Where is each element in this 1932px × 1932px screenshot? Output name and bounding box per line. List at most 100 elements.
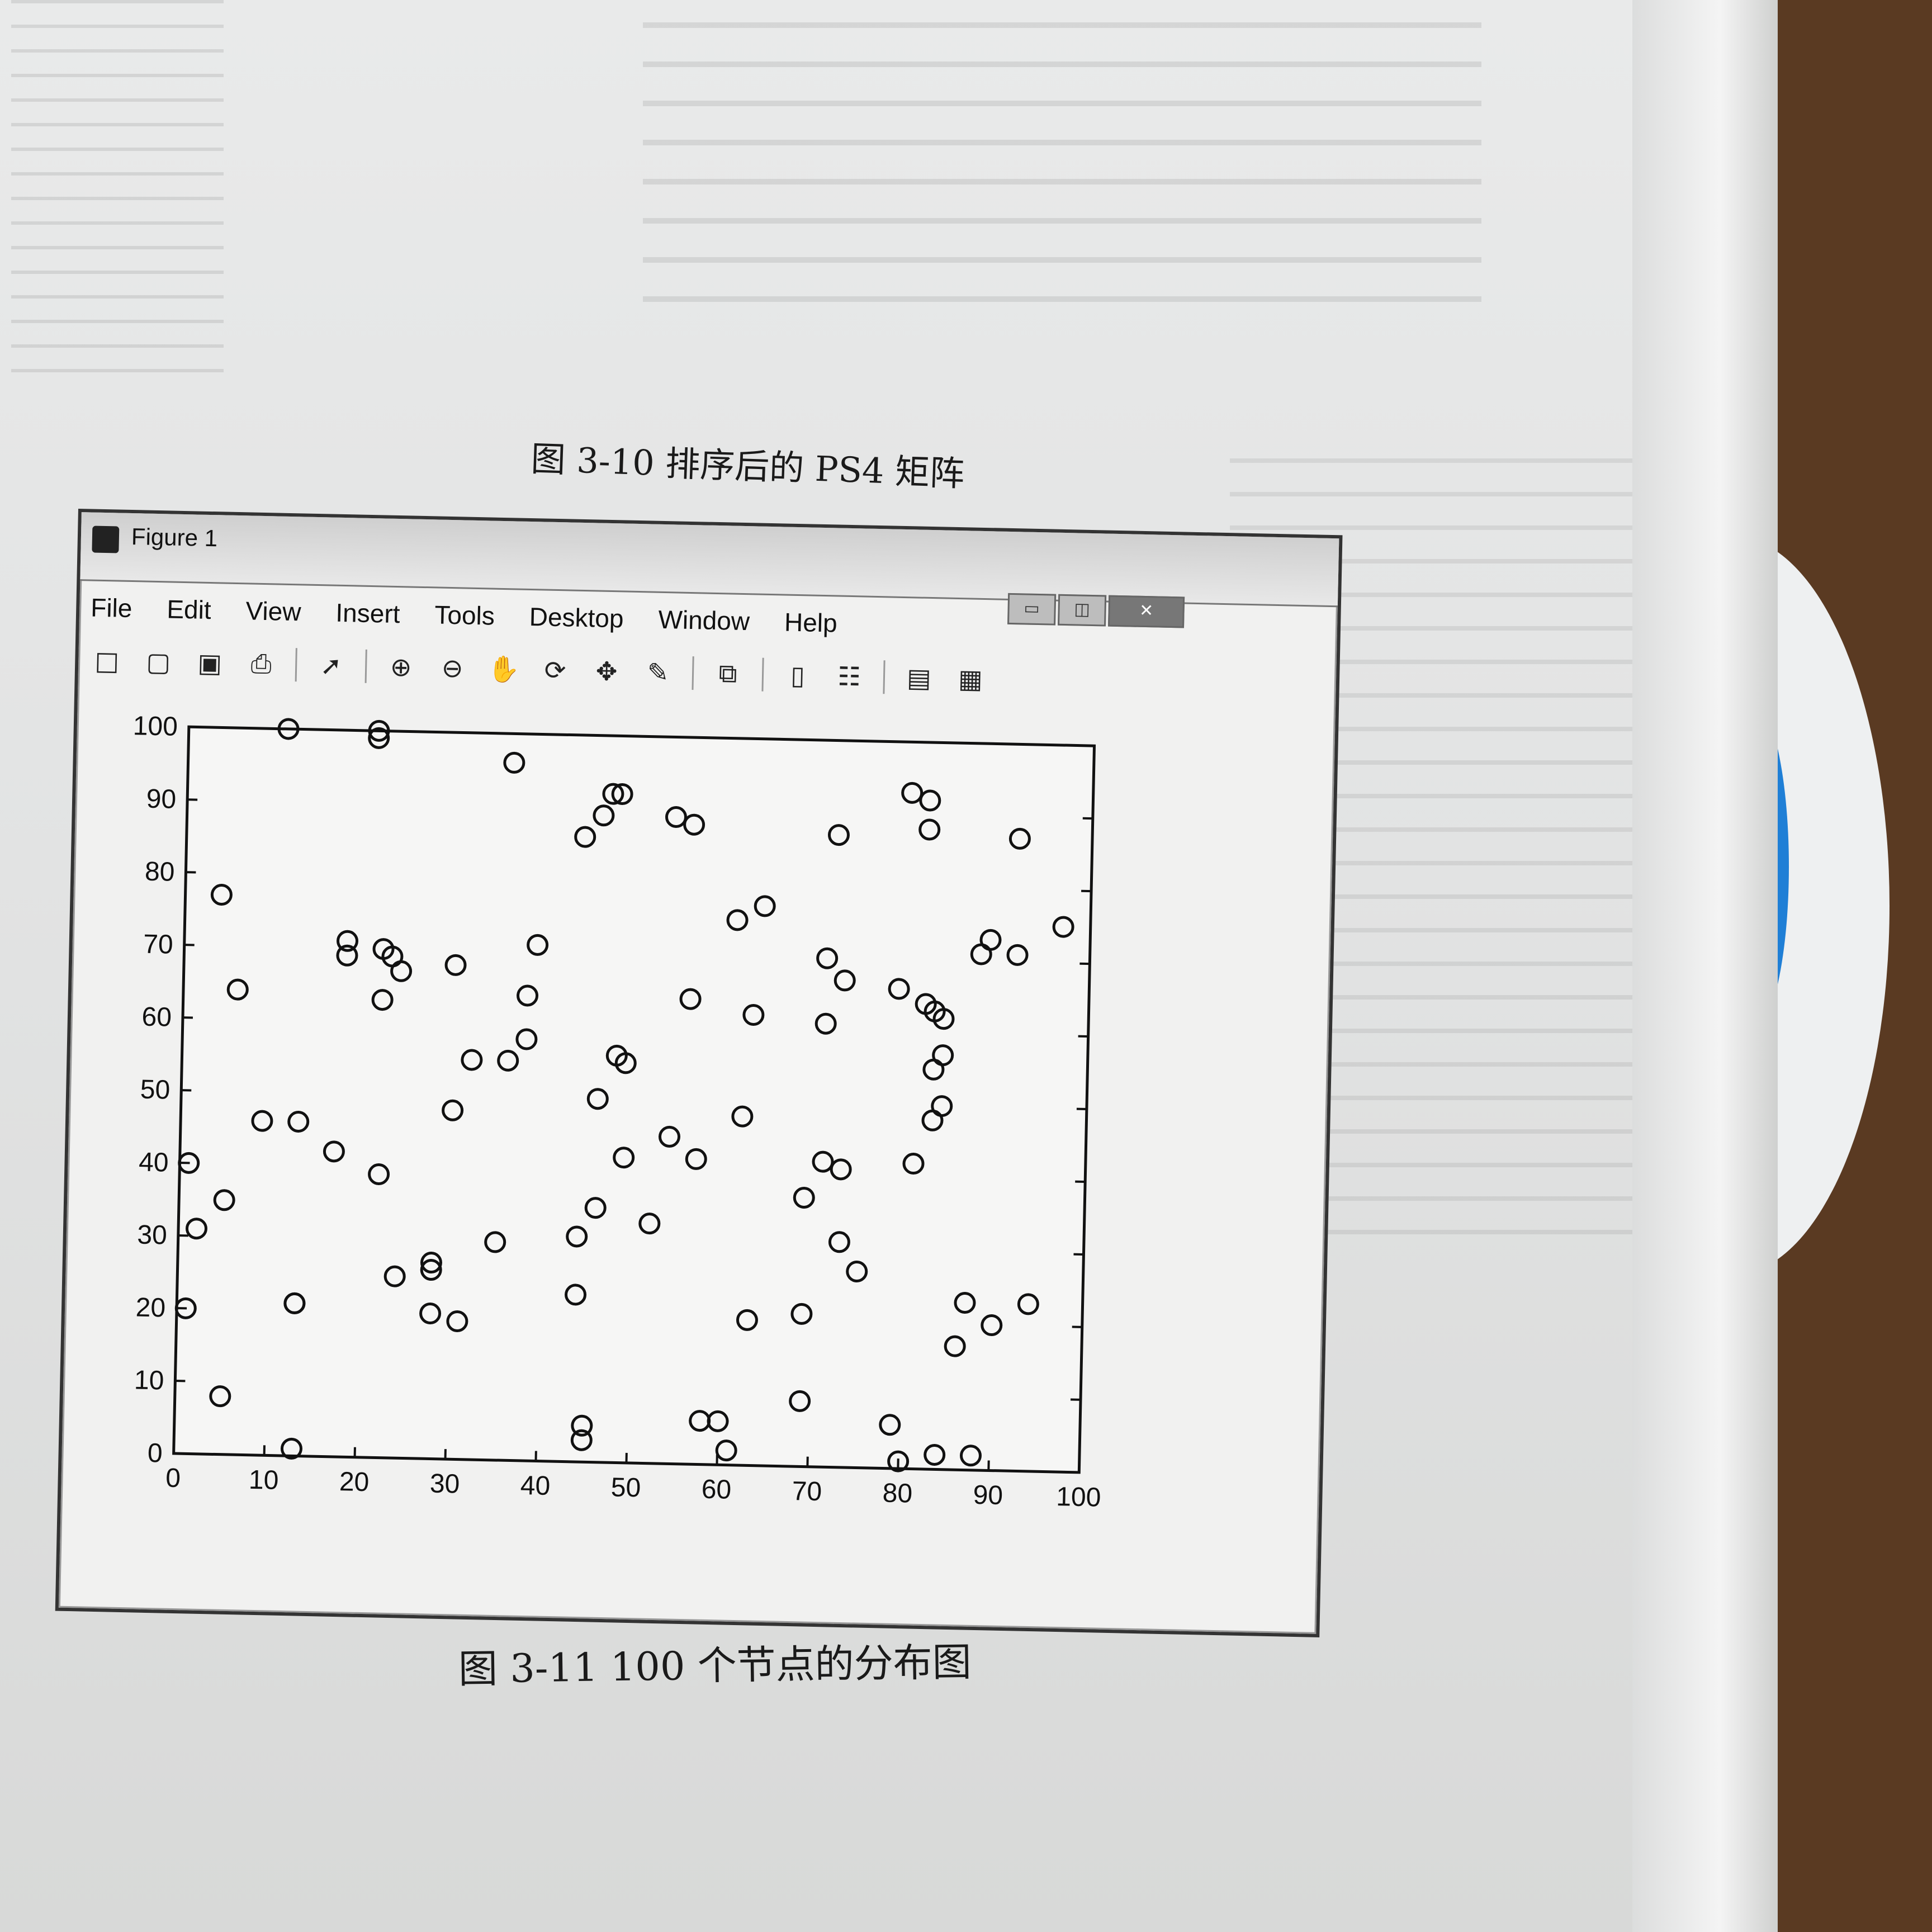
menu-insert[interactable]: Insert: [335, 598, 401, 629]
data-point: [1052, 916, 1074, 938]
zoom-out-icon[interactable]: ⊖: [441, 652, 464, 684]
data-point: [602, 783, 624, 805]
zoom-in-icon[interactable]: ⊕: [390, 651, 413, 683]
figure-caption-3-11: 图 3-11 100 个节点的分布图: [458, 1639, 972, 1692]
figure-caption-3-10: 图 3-10 排序后的 PS4 矩阵: [530, 438, 965, 495]
menu-help[interactable]: Help: [784, 607, 838, 638]
menu-window[interactable]: Window: [657, 604, 750, 636]
data-point: [683, 813, 705, 836]
x-tick-label: 20: [339, 1467, 369, 1497]
data-point: [210, 884, 233, 906]
toolbar-separator: [692, 656, 694, 690]
link-icon[interactable]: ⧉: [718, 658, 738, 689]
data-point: [503, 751, 525, 774]
data-point: [742, 1003, 765, 1026]
data-point: [1008, 827, 1031, 850]
new-figure-icon[interactable]: □: [94, 645, 120, 676]
data-point: [793, 1186, 815, 1209]
data-point: [954, 1292, 976, 1314]
print-icon[interactable]: ⎙: [250, 648, 272, 679]
data-point: [736, 1309, 758, 1331]
dock-icon[interactable]: ▦: [958, 664, 983, 694]
data-point: [178, 1152, 200, 1174]
data-point: [571, 1414, 593, 1437]
data-point: [574, 826, 596, 848]
data-point: [834, 969, 856, 992]
data-point: [679, 988, 702, 1010]
y-tick-label: 20: [135, 1292, 165, 1323]
rotate-icon[interactable]: ⟳: [544, 655, 566, 686]
data-point: [444, 954, 467, 976]
y-tick-label: 100: [132, 711, 178, 742]
y-tick-label: 80: [144, 857, 174, 887]
data-point: [611, 783, 633, 805]
y-tick-label: 90: [146, 784, 176, 815]
page-edge: [1632, 0, 1778, 1932]
data-point: [715, 1439, 737, 1462]
maximize-button[interactable]: ◫: [1058, 594, 1107, 627]
x-tick-label: 40: [520, 1471, 550, 1501]
toolbar-separator: [761, 657, 764, 692]
pan-icon[interactable]: ✋: [487, 653, 520, 685]
menu-file[interactable]: File: [90, 593, 132, 623]
data-point: [420, 1259, 442, 1281]
pointer-icon[interactable]: ➚: [320, 650, 343, 681]
menu-desktop[interactable]: Desktop: [529, 602, 624, 633]
data-point: [902, 1153, 925, 1175]
data-point: [368, 1163, 390, 1186]
data-point: [283, 1292, 306, 1314]
data-point: [659, 1125, 681, 1148]
open-icon[interactable]: ▢: [145, 646, 171, 678]
data-point: [419, 1303, 442, 1325]
data-point: [226, 978, 249, 1001]
y-tick-label: 0: [147, 1438, 163, 1469]
colorbar-icon[interactable]: ▯: [790, 660, 806, 691]
x-tick-label: 50: [610, 1472, 641, 1503]
plot-axes-box: [172, 725, 1096, 1474]
data-point: [816, 947, 839, 969]
data-point: [337, 930, 359, 952]
data-point: [959, 1445, 982, 1467]
menu-view[interactable]: View: [245, 596, 302, 627]
x-tick-label: 100: [1056, 1482, 1101, 1513]
x-tick-label: 30: [429, 1469, 460, 1499]
data-point: [726, 909, 749, 931]
y-tick-label: 40: [139, 1148, 169, 1178]
data-point: [593, 804, 615, 827]
toolbar-separator: [364, 649, 367, 683]
data-point: [789, 1390, 811, 1412]
data-point: [1017, 1293, 1039, 1315]
data-point: [932, 1008, 955, 1030]
close-button[interactable]: ✕: [1107, 595, 1185, 628]
data-point: [1006, 944, 1029, 966]
data-point: [368, 727, 390, 749]
axis-ticks: 0 10 20 30 40 50 60 70 80 90 100 0 10 20 30 40 50 60 70 80 9…: [132, 711, 1101, 1513]
legend-icon[interactable]: ☷: [837, 661, 861, 692]
brush-icon[interactable]: ✎: [647, 657, 669, 688]
data-point: [887, 1450, 910, 1472]
data-point: [280, 1437, 302, 1460]
data-points: [174, 718, 1074, 1472]
menu-tools[interactable]: Tools: [434, 600, 495, 631]
data-point: [979, 929, 1002, 951]
data-point: [638, 1213, 661, 1235]
data-point: [517, 984, 539, 1007]
data-point: [287, 1110, 310, 1133]
data-point: [790, 1303, 813, 1325]
y-tick-label: 50: [140, 1075, 170, 1105]
data-point: [924, 1443, 946, 1466]
data-point: [251, 1110, 273, 1132]
scatter-plot: 0 10 20 30 40 50 60 70 80 90 100 0 10 20 30 40 50 60 70 80 9…: [132, 711, 1101, 1513]
save-icon[interactable]: ▣: [197, 647, 222, 679]
data-cursor-icon[interactable]: ✥: [595, 656, 618, 687]
menu-edit[interactable]: Edit: [166, 594, 212, 625]
book-page: 图 3-10 排序后的 PS4 矩阵 Figure 1 ▭ ◫ ✕ File E…: [0, 0, 1778, 1932]
y-tick-label: 60: [141, 1002, 172, 1033]
data-point: [185, 1218, 207, 1240]
data-point: [390, 960, 413, 982]
data-point: [932, 1044, 954, 1067]
data-point: [981, 1314, 1003, 1337]
data-point: [731, 1105, 754, 1128]
hide-tools-icon[interactable]: ▤: [906, 662, 932, 694]
data-point: [446, 1310, 468, 1333]
